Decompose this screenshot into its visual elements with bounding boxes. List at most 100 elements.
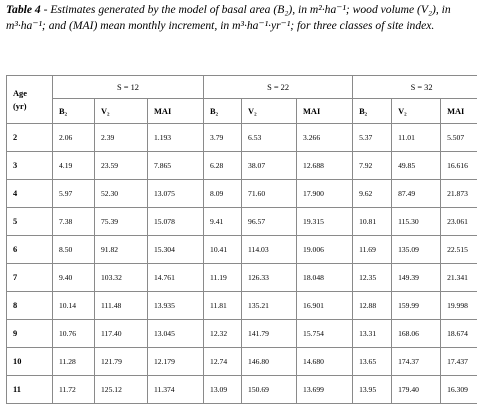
cell-age: 2 xyxy=(7,124,53,152)
cell-mai-s12: 15.078 xyxy=(148,208,204,236)
cell-v2-s22: 141.79 xyxy=(242,320,297,348)
cell-v2-s32: 168.06 xyxy=(392,320,441,348)
cell-v2-s12: 23.59 xyxy=(95,152,148,180)
group-header-s22: S = 22 xyxy=(204,76,353,99)
cell-v2-s32: 49.85 xyxy=(392,152,441,180)
cell-b2-s12: 4.19 xyxy=(53,152,95,180)
cell-b2-s32: 13.31 xyxy=(353,320,392,348)
cell-b2-s12: 10.76 xyxy=(53,320,95,348)
cell-mai-s12: 13.935 xyxy=(148,292,204,320)
cell-mai-s22: 16.901 xyxy=(297,292,353,320)
cell-mai-s22: 12.688 xyxy=(297,152,353,180)
col-header-b2: B₂ xyxy=(353,99,392,124)
cell-b2-s32: 5.37 xyxy=(353,124,392,152)
cell-mai-s22: 15.754 xyxy=(297,320,353,348)
cell-age: 4 xyxy=(7,180,53,208)
cell-v2-s22: 38.07 xyxy=(242,152,297,180)
cell-b2-s22: 8.09 xyxy=(204,180,242,208)
cell-mai-s22: 14.680 xyxy=(297,348,353,376)
cell-mai-s22: 19.315 xyxy=(297,208,353,236)
age-header-label: Age xyxy=(13,89,27,98)
cell-b2-s12: 5.97 xyxy=(53,180,95,208)
age-header-unit: (yr) xyxy=(13,102,26,111)
cell-v2-s22: 71.60 xyxy=(242,180,297,208)
cell-mai-s22: 17.900 xyxy=(297,180,353,208)
cell-v2-s12: 2.39 xyxy=(95,124,148,152)
cell-age: 3 xyxy=(7,152,53,180)
cell-b2-s12: 11.28 xyxy=(53,348,95,376)
cell-v2-s32: 159.99 xyxy=(392,292,441,320)
cell-mai-s12: 12.179 xyxy=(148,348,204,376)
cell-b2-s22: 12.74 xyxy=(204,348,242,376)
cell-mai-s12: 13.045 xyxy=(148,320,204,348)
cell-v2-s12: 103.32 xyxy=(95,264,148,292)
age-header: Age (yr) xyxy=(7,76,53,124)
col-header-v2: V₂ xyxy=(95,99,148,124)
cell-v2-s12: 75.39 xyxy=(95,208,148,236)
cell-b2-s22: 11.81 xyxy=(204,292,242,320)
cell-mai-s32: 23.061 xyxy=(441,208,477,236)
cell-v2-s32: 179.40 xyxy=(392,376,441,404)
cell-b2-s22: 6.28 xyxy=(204,152,242,180)
cell-v2-s22: 150.69 xyxy=(242,376,297,404)
cell-mai-s32: 19.998 xyxy=(441,292,477,320)
cell-v2-s22: 6.53 xyxy=(242,124,297,152)
cell-v2-s12: 52.30 xyxy=(95,180,148,208)
cell-mai-s12: 1.193 xyxy=(148,124,204,152)
col-header-v2: V₂ xyxy=(242,99,297,124)
cell-b2-s32: 12.88 xyxy=(353,292,392,320)
col-header-mai: MAI xyxy=(148,99,204,124)
cell-mai-s32: 22.515 xyxy=(441,236,477,264)
cell-mai-s32: 5.507 xyxy=(441,124,477,152)
cell-b2-s32: 7.92 xyxy=(353,152,392,180)
cell-mai-s22: 18.048 xyxy=(297,264,353,292)
cell-v2-s22: 146.80 xyxy=(242,348,297,376)
cell-v2-s32: 149.39 xyxy=(392,264,441,292)
cell-b2-s22: 11.19 xyxy=(204,264,242,292)
cell-mai-s32: 21.873 xyxy=(441,180,477,208)
cell-b2-s22: 9.41 xyxy=(204,208,242,236)
cell-b2-s32: 13.65 xyxy=(353,348,392,376)
col-header-mai: MAI xyxy=(441,99,477,124)
cell-v2-s12: 117.40 xyxy=(95,320,148,348)
cell-b2-s12: 8.50 xyxy=(53,236,95,264)
cell-b2-s12: 2.06 xyxy=(53,124,95,152)
cell-v2-s22: 96.57 xyxy=(242,208,297,236)
cell-mai-s12: 15.304 xyxy=(148,236,204,264)
cell-b2-s12: 7.38 xyxy=(53,208,95,236)
cell-b2-s12: 10.14 xyxy=(53,292,95,320)
cell-mai-s32: 16.309 xyxy=(441,376,477,404)
cell-b2-s32: 9.62 xyxy=(353,180,392,208)
caption-label: Table 4 xyxy=(6,3,41,16)
group-header-s32: S = 32 xyxy=(353,76,477,99)
cell-b2-s32: 10.81 xyxy=(353,208,392,236)
caption-text: - Estimates generated by the model of ba… xyxy=(6,3,451,32)
cell-mai-s32: 18.674 xyxy=(441,320,477,348)
cell-v2-s32: 11.01 xyxy=(392,124,441,152)
cell-age: 5 xyxy=(7,208,53,236)
cell-mai-s22: 19.006 xyxy=(297,236,353,264)
col-header-v2: V₂ xyxy=(392,99,441,124)
cell-mai-s12: 11.374 xyxy=(148,376,204,404)
cell-v2-s22: 114.03 xyxy=(242,236,297,264)
cell-b2-s32: 13.95 xyxy=(353,376,392,404)
cell-b2-s22: 10.41 xyxy=(204,236,242,264)
col-header-mai: MAI xyxy=(297,99,353,124)
group-header-s12: S = 12 xyxy=(53,76,204,99)
cell-b2-s12: 11.72 xyxy=(53,376,95,404)
cell-v2-s22: 135.21 xyxy=(242,292,297,320)
cell-age: 9 xyxy=(7,320,53,348)
cell-b2-s32: 12.35 xyxy=(353,264,392,292)
cell-age: 11 xyxy=(7,376,53,404)
column-header-row: B₂ V₂ MAI B₂ V₂ MAI B₂ V₂ MAI xyxy=(7,99,477,124)
cell-b2-s22: 12.32 xyxy=(204,320,242,348)
cell-mai-s32: 16.616 xyxy=(441,152,477,180)
